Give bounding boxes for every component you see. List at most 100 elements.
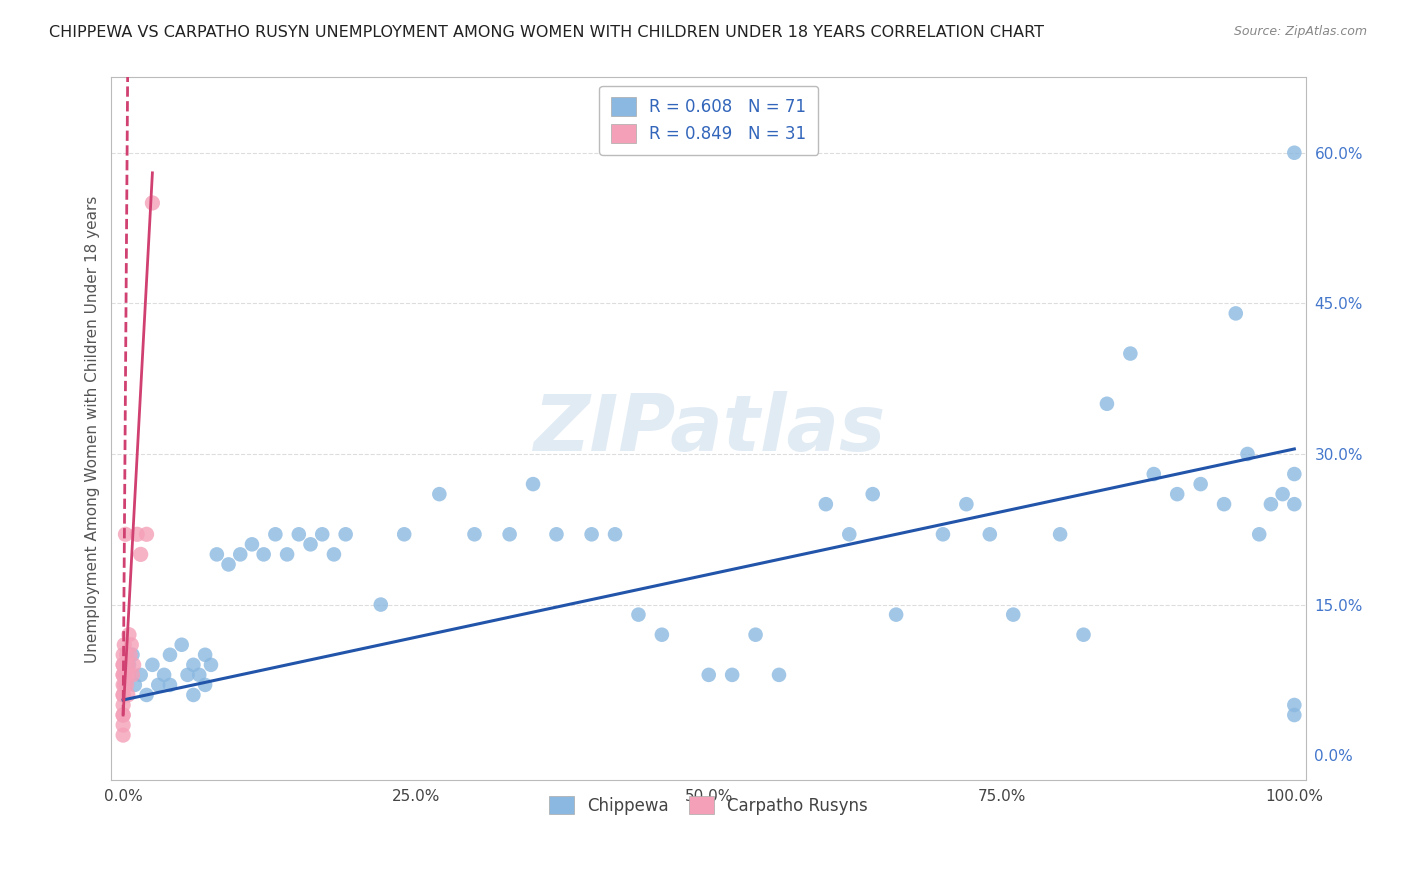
Point <box>276 548 298 562</box>
Point <box>141 196 163 211</box>
Point <box>183 657 205 672</box>
Point <box>1284 467 1306 481</box>
Point <box>170 638 193 652</box>
Point <box>1249 527 1271 541</box>
Point <box>159 648 181 662</box>
Point <box>1284 145 1306 160</box>
Point <box>148 678 170 692</box>
Point <box>153 668 176 682</box>
Point <box>1166 487 1188 501</box>
Text: ZIPatlas: ZIPatlas <box>533 391 884 467</box>
Point <box>129 668 152 682</box>
Point <box>1119 346 1142 360</box>
Point <box>112 688 135 702</box>
Point <box>1095 397 1118 411</box>
Point <box>141 657 163 672</box>
Text: CHIPPEWA VS CARPATHO RUSYN UNEMPLOYMENT AMONG WOMEN WITH CHILDREN UNDER 18 YEARS: CHIPPEWA VS CARPATHO RUSYN UNEMPLOYMENT … <box>49 25 1045 40</box>
Point <box>1284 708 1306 723</box>
Point <box>112 728 135 742</box>
Point <box>1284 698 1306 712</box>
Point <box>814 497 837 511</box>
Point <box>159 678 181 692</box>
Point <box>1284 497 1306 511</box>
Point <box>115 678 138 692</box>
Point <box>932 527 955 541</box>
Point <box>311 527 333 541</box>
Point <box>392 527 415 541</box>
Point <box>651 628 673 642</box>
Point <box>264 527 287 541</box>
Point <box>194 678 217 692</box>
Point <box>1236 447 1258 461</box>
Point <box>862 487 884 501</box>
Point <box>112 708 135 723</box>
Point <box>176 668 198 682</box>
Point <box>603 527 626 541</box>
Point <box>135 688 157 702</box>
Point <box>370 598 392 612</box>
Point <box>112 718 135 732</box>
Point <box>115 648 138 662</box>
Point <box>299 537 322 551</box>
Point <box>112 678 135 692</box>
Point <box>1189 477 1212 491</box>
Point <box>838 527 860 541</box>
Point <box>955 497 977 511</box>
Point <box>335 527 357 541</box>
Point <box>218 558 240 572</box>
Point <box>183 688 205 702</box>
Point <box>1143 467 1166 481</box>
Point <box>118 668 141 682</box>
Point <box>1213 497 1236 511</box>
Point <box>1049 527 1071 541</box>
Point <box>112 668 135 682</box>
Point <box>744 628 766 642</box>
Point <box>884 607 907 622</box>
Point <box>1002 607 1025 622</box>
Point <box>194 648 217 662</box>
Point <box>112 638 135 652</box>
Point <box>581 527 603 541</box>
Text: Source: ZipAtlas.com: Source: ZipAtlas.com <box>1233 25 1367 38</box>
Point <box>188 668 211 682</box>
Point <box>1073 628 1095 642</box>
Point <box>253 548 276 562</box>
Point <box>498 527 520 541</box>
Point <box>288 527 311 541</box>
Point <box>112 657 135 672</box>
Point <box>127 527 149 541</box>
Point <box>112 678 135 692</box>
Point <box>112 688 135 702</box>
Point <box>546 527 568 541</box>
Point <box>240 537 263 551</box>
Point <box>114 668 136 682</box>
Point <box>118 657 141 672</box>
Point <box>323 548 346 562</box>
Point <box>229 548 252 562</box>
Point <box>120 638 142 652</box>
Point <box>112 648 135 662</box>
Point <box>118 628 141 642</box>
Point <box>121 648 143 662</box>
Point <box>627 607 650 622</box>
Point <box>1260 497 1282 511</box>
Point <box>124 678 146 692</box>
Point <box>697 668 720 682</box>
Point <box>112 708 135 723</box>
Point <box>463 527 485 541</box>
Point <box>114 527 136 541</box>
Point <box>1271 487 1294 501</box>
Point <box>721 668 744 682</box>
Point <box>121 668 143 682</box>
Point <box>122 657 145 672</box>
Point <box>979 527 1001 541</box>
Point <box>522 477 544 491</box>
Point <box>117 657 139 672</box>
Point <box>205 548 228 562</box>
Point <box>200 657 222 672</box>
Point <box>1225 306 1247 320</box>
Point <box>120 648 142 662</box>
Point <box>768 668 790 682</box>
Point <box>117 688 139 702</box>
Point <box>129 548 152 562</box>
